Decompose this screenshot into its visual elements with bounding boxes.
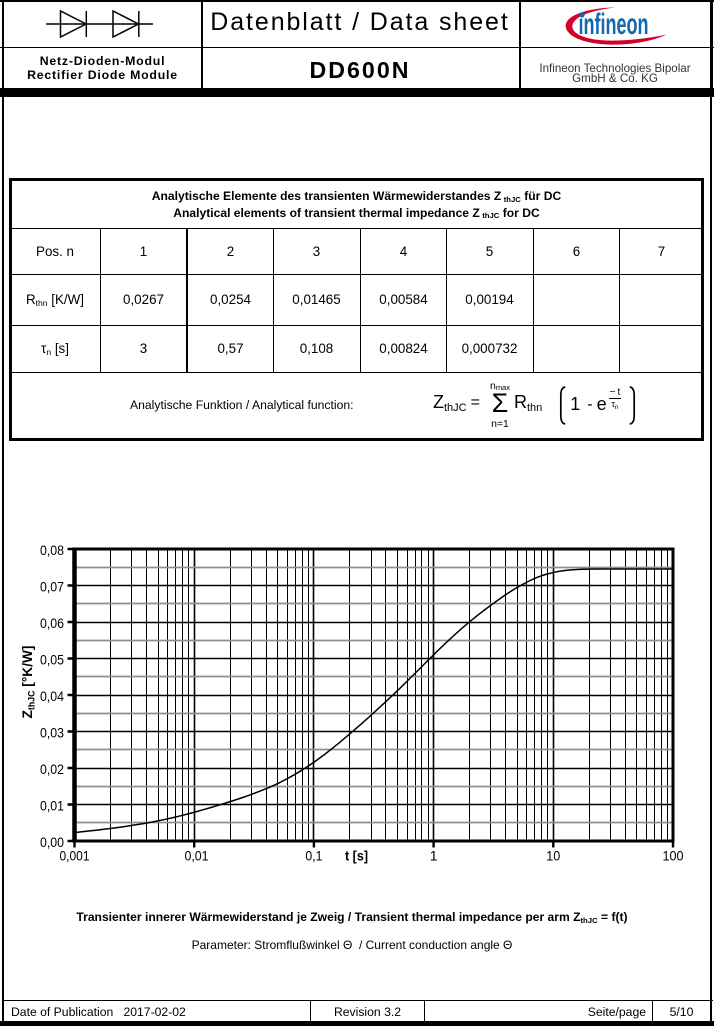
svg-text:0,06: 0,06 xyxy=(40,615,64,631)
svg-text:0,02: 0,02 xyxy=(40,761,64,777)
svg-text:0,1: 0,1 xyxy=(305,848,322,864)
svg-text:0,04: 0,04 xyxy=(40,688,64,704)
svg-text:0,001: 0,001 xyxy=(60,848,90,864)
svg-text:10: 10 xyxy=(546,848,560,864)
svg-text:0,01: 0,01 xyxy=(40,798,64,814)
svg-text:0,01: 0,01 xyxy=(185,848,209,864)
svg-text:ınfineon: ınfineon xyxy=(579,9,649,42)
svg-text:0,00: 0,00 xyxy=(40,834,64,850)
svg-text:0,03: 0,03 xyxy=(40,725,64,741)
svg-text:ZthJC [°K/W]: ZthJC [°K/W] xyxy=(19,646,36,719)
svg-text:0,08: 0,08 xyxy=(40,542,64,558)
svg-text:100: 100 xyxy=(663,848,684,864)
svg-text:t [s]: t [s] xyxy=(345,849,368,864)
svg-text:0,05: 0,05 xyxy=(40,652,64,668)
svg-text:0,07: 0,07 xyxy=(40,579,64,595)
svg-text:1: 1 xyxy=(430,848,438,864)
